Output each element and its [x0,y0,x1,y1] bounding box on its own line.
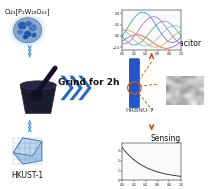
Circle shape [7,12,48,49]
Circle shape [12,16,43,44]
Circle shape [29,24,37,31]
Text: HRBNU-7: HRBNU-7 [126,108,154,113]
Text: Sensing: Sensing [150,134,180,143]
Circle shape [24,31,31,37]
Text: Grind for 2h: Grind for 2h [58,78,120,87]
Polygon shape [13,138,42,156]
Polygon shape [60,76,74,100]
Circle shape [17,29,24,35]
Circle shape [30,90,43,101]
Text: HKUST-1: HKUST-1 [11,171,44,180]
Ellipse shape [20,81,56,89]
Circle shape [14,18,42,43]
Circle shape [10,14,46,46]
Text: Cu₃[P₂W₁₈O₆₂]: Cu₃[P₂W₁₈O₆₂] [5,9,50,15]
Circle shape [31,32,37,38]
Polygon shape [13,138,42,164]
Circle shape [22,34,28,40]
Circle shape [31,24,37,29]
Polygon shape [69,76,83,100]
Circle shape [25,21,32,27]
Circle shape [18,21,27,30]
Polygon shape [20,85,56,113]
Polygon shape [78,76,92,100]
FancyBboxPatch shape [130,59,139,108]
Text: Supercapacitor: Supercapacitor [144,39,202,48]
